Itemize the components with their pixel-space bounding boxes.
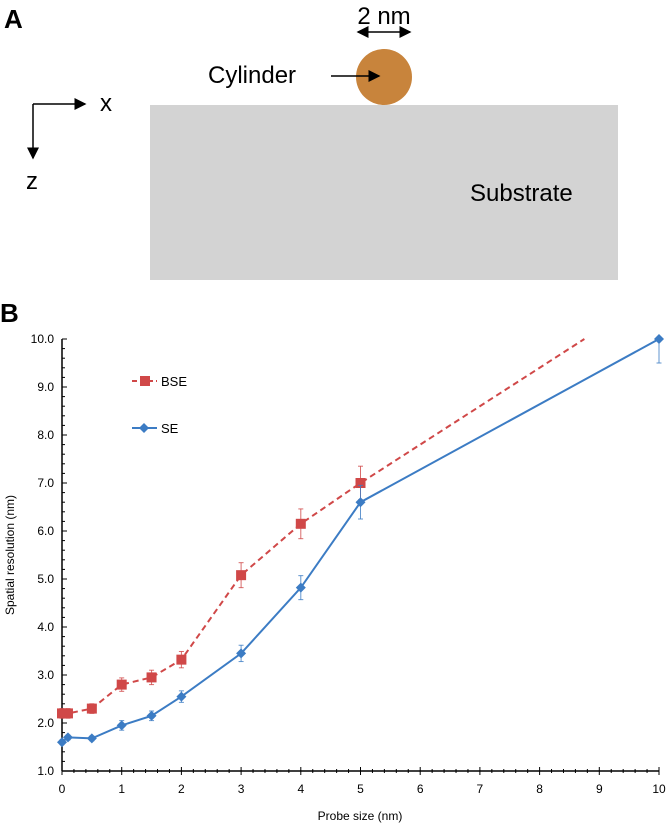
y-tick-label: 6.0 (37, 524, 54, 538)
y-tick-label: 5.0 (37, 572, 54, 586)
bse-point (146, 672, 157, 683)
se-point (295, 582, 306, 593)
legend-bse-label: BSE (161, 374, 187, 389)
panel-a-label: A (4, 4, 23, 34)
chart: 0 1 2 3 4 5 6 7 8 9 10 1.0 2.0 3.0 4.0 5.0 6.0 7.0 8.0 9.0 1… (31, 332, 666, 796)
panel-b-label: B (0, 298, 19, 328)
substrate-label: Substrate (470, 180, 573, 207)
se-point (355, 497, 366, 508)
x-tick-label: 0 (59, 782, 66, 796)
legend-se-marker (139, 423, 149, 433)
x-tick-label: 3 (238, 782, 245, 796)
se-line (61, 338, 660, 743)
se-point (116, 720, 127, 731)
y-tick-label: 1.0 (37, 764, 54, 778)
bse-point (295, 518, 306, 529)
x-axis-title: Probe size (nm) (318, 809, 403, 823)
se-point (62, 732, 73, 743)
y-tick-label: 2.0 (37, 716, 54, 730)
x-tick-label: 6 (417, 782, 424, 796)
substrate (150, 105, 618, 280)
bse-point (86, 703, 97, 714)
x-tick-label: 7 (477, 782, 484, 796)
se-point (146, 710, 157, 721)
se-point (86, 733, 97, 744)
x-tick-label: 10 (652, 782, 666, 796)
y-tick-label: 10.0 (31, 332, 55, 346)
x-tick-label: 5 (357, 782, 364, 796)
bse-point (236, 570, 247, 581)
y-axis-title: Spatial resolution (nm) (3, 495, 17, 615)
x-tick-label: 1 (118, 782, 125, 796)
bse-point (116, 679, 127, 690)
x-tick-label: 4 (297, 782, 304, 796)
cylinder-label: Cylinder (208, 62, 296, 89)
bse-point (62, 708, 73, 719)
se-point (57, 737, 67, 748)
se-point (654, 334, 664, 344)
legend-bse-marker (140, 376, 150, 386)
y-tick-label: 3.0 (37, 668, 54, 682)
y-tick-label: 9.0 (37, 380, 54, 394)
bse-point (355, 478, 366, 488)
z-axis-label: z (26, 168, 38, 195)
x-axis-label: x (100, 90, 112, 117)
cylinder (356, 49, 412, 105)
x-tick-label: 8 (536, 782, 543, 796)
legend-se-label: SE (161, 421, 179, 436)
bse-point (57, 708, 67, 719)
x-tick-label: 2 (178, 782, 185, 796)
se-point (176, 691, 187, 702)
se-point (236, 648, 247, 659)
scale-label: 2 nm (357, 3, 410, 30)
x-tick-label: 9 (596, 782, 603, 796)
y-tick-label: 8.0 (37, 428, 54, 442)
bse-point (176, 654, 187, 665)
y-tick-label: 7.0 (37, 476, 54, 490)
y-tick-label: 4.0 (37, 620, 54, 634)
bse-line (62, 338, 585, 715)
